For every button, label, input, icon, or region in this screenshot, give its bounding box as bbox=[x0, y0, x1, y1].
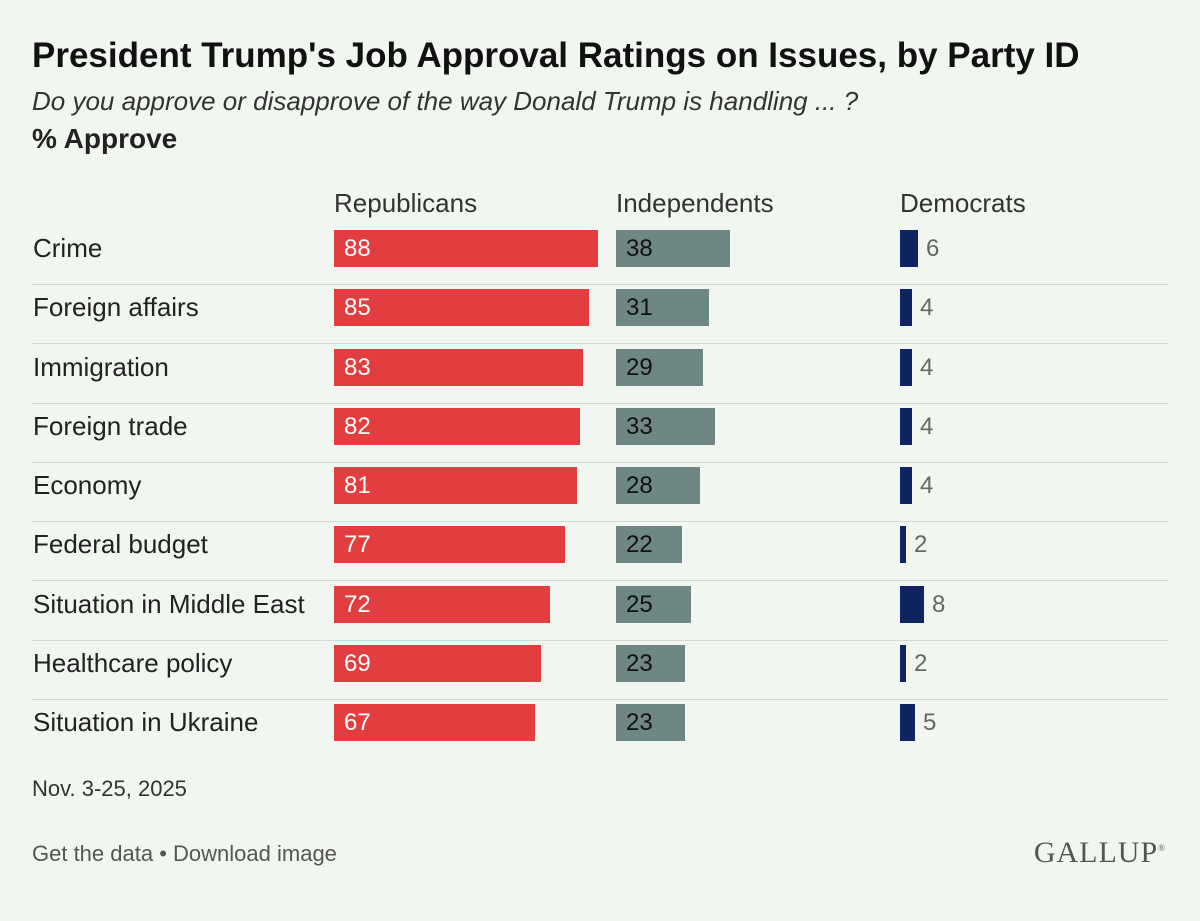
value-label-republicans: 85 bbox=[344, 294, 371, 322]
value-label-republicans: 67 bbox=[344, 709, 371, 736]
category-label: Immigration bbox=[33, 351, 169, 382]
bar-democrats bbox=[900, 348, 912, 386]
bar-republicans bbox=[334, 407, 580, 445]
registered-mark: ® bbox=[1158, 843, 1166, 853]
survey-date: Nov. 3-25, 2025 bbox=[32, 776, 187, 801]
get-data-link[interactable]: Get the data bbox=[32, 841, 154, 866]
row-divider bbox=[32, 639, 1168, 641]
bar-republicans bbox=[334, 348, 583, 386]
chart-row: Situation in Ukraine 67 23 5 bbox=[0, 700, 1200, 759]
value-label-democrats: 4 bbox=[920, 472, 934, 499]
chart-row: Foreign trade 82 33 4 bbox=[0, 404, 1200, 463]
value-label-republicans: 81 bbox=[344, 472, 371, 499]
category-label: Economy bbox=[33, 470, 142, 500]
bar-democrats bbox=[900, 644, 906, 682]
row-divider bbox=[32, 698, 1168, 700]
value-label-independents: 25 bbox=[626, 590, 653, 618]
bar-democrats bbox=[900, 585, 924, 623]
category-label: Crime bbox=[33, 233, 103, 263]
value-label-independents: 38 bbox=[626, 235, 653, 262]
column-header-democrats: Democrats bbox=[900, 188, 1026, 218]
bar-independents bbox=[616, 704, 685, 741]
chart-row: Immigration 83 29 4 bbox=[0, 345, 1200, 404]
bar-democrats bbox=[900, 230, 918, 267]
value-label-democrats: 2 bbox=[914, 531, 928, 559]
category-label: Foreign affairs bbox=[33, 292, 199, 323]
measure-label: % Approve bbox=[32, 123, 178, 154]
value-label-independents: 23 bbox=[626, 709, 653, 736]
bar-independents bbox=[616, 230, 730, 267]
value-label-republicans: 69 bbox=[344, 649, 371, 677]
category-label: Healthcare policy bbox=[33, 647, 233, 678]
value-label-democrats: 2 bbox=[914, 649, 928, 677]
category-label: Situation in Middle East bbox=[33, 588, 305, 619]
bar-republicans bbox=[334, 230, 598, 267]
value-label-democrats: 4 bbox=[920, 412, 934, 440]
bar-independents bbox=[616, 348, 703, 386]
value-label-independents: 29 bbox=[626, 353, 653, 381]
bar-republicans bbox=[334, 644, 541, 682]
chart-row: Federal budget 77 22 2 bbox=[0, 522, 1200, 582]
category-label: Federal budget bbox=[33, 529, 208, 560]
chart-row: Healthcare policy 69 23 2 bbox=[0, 641, 1200, 700]
column-header-independents: Independents bbox=[616, 188, 774, 218]
value-label-independents: 28 bbox=[626, 472, 653, 499]
row-divider bbox=[32, 580, 1168, 582]
value-label-democrats: 4 bbox=[920, 294, 934, 322]
bar-independents bbox=[616, 407, 715, 445]
bar-independents bbox=[616, 289, 709, 327]
row-divider bbox=[32, 521, 1168, 522]
value-label-republicans: 88 bbox=[344, 235, 371, 262]
bar-democrats bbox=[900, 526, 906, 564]
bar-republicans bbox=[334, 467, 577, 504]
value-label-democrats: 4 bbox=[920, 353, 934, 381]
bar-democrats bbox=[900, 289, 912, 327]
value-label-republicans: 83 bbox=[344, 353, 371, 381]
value-label-democrats: 8 bbox=[932, 590, 946, 618]
category-label: Situation in Ukraine bbox=[33, 707, 259, 737]
bar-democrats bbox=[900, 467, 912, 504]
row-divider bbox=[32, 284, 1168, 285]
value-label-independents: 33 bbox=[626, 412, 653, 440]
chart-title: President Trump's Job Approval Ratings o… bbox=[32, 36, 1080, 75]
chart-row: Crime 88 38 6 bbox=[0, 226, 1200, 285]
value-label-independents: 23 bbox=[626, 649, 653, 677]
bar-republicans bbox=[334, 289, 589, 327]
chart-row: Economy 81 28 4 bbox=[0, 463, 1200, 522]
bar-republicans bbox=[334, 704, 535, 741]
value-label-democrats: 6 bbox=[926, 235, 940, 262]
value-label-republicans: 72 bbox=[344, 590, 371, 618]
footer-links: Get the data • Download image bbox=[32, 841, 337, 867]
bar-independents bbox=[616, 526, 682, 564]
logo-text: GALLUP bbox=[1033, 836, 1159, 869]
chart-subtitle: Do you approve or disapprove of the way … bbox=[32, 86, 859, 116]
value-label-democrats: 5 bbox=[923, 709, 937, 736]
value-label-independents: 31 bbox=[626, 294, 653, 322]
bar-independents bbox=[616, 585, 691, 623]
bar-republicans bbox=[334, 585, 550, 623]
value-label-republicans: 82 bbox=[344, 412, 371, 440]
bar-independents bbox=[616, 644, 685, 682]
column-header-republicans: Republicans bbox=[334, 188, 478, 218]
row-divider bbox=[32, 402, 1168, 404]
category-label: Foreign trade bbox=[33, 410, 188, 441]
row-divider bbox=[32, 461, 1168, 463]
value-label-independents: 22 bbox=[626, 531, 653, 559]
bar-independents bbox=[616, 467, 700, 504]
bar-democrats bbox=[900, 704, 915, 741]
chart-row: Situation in Middle East 72 25 8 bbox=[0, 582, 1200, 641]
chart-row: Foreign affairs 85 31 4 bbox=[0, 285, 1200, 345]
bar-republicans bbox=[334, 526, 565, 564]
row-divider bbox=[32, 343, 1168, 345]
value-label-republicans: 77 bbox=[344, 531, 371, 559]
download-image-link[interactable]: Download image bbox=[173, 841, 337, 866]
link-separator: • bbox=[159, 841, 167, 866]
gallup-logo: GALLUP® bbox=[1034, 836, 1166, 870]
bar-democrats bbox=[900, 407, 912, 445]
